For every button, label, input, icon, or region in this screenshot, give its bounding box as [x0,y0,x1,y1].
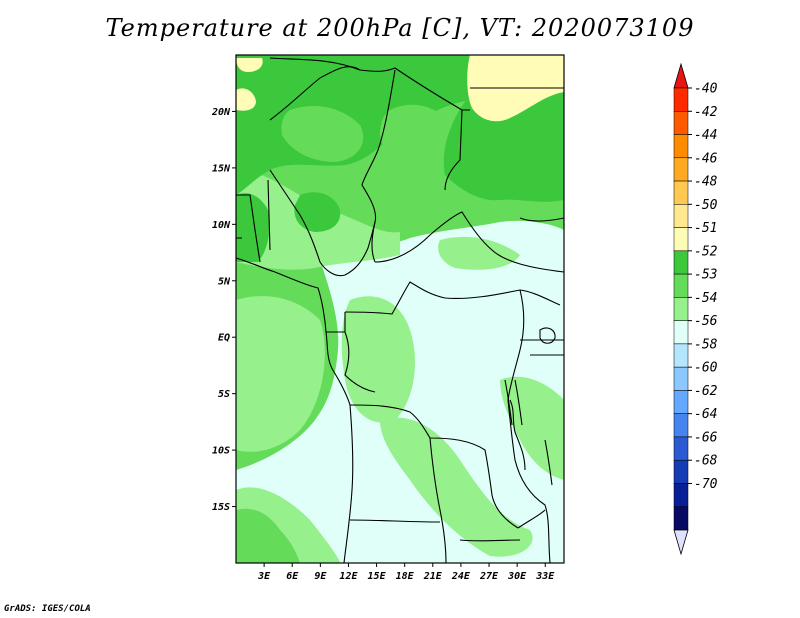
colorbar-label: -53 [694,268,717,283]
lat-tick-label: 15S [212,502,230,513]
colorbar: -40 -42 -44 -46 -48 -50 -51 -52 -53 -54 -56 -58 -60 -… [673,62,718,556]
colorbar-swatch [673,390,689,414]
colorbar-label: -58 [694,337,718,352]
border-lake-malawi [544,439,553,486]
lat-tick-label: 10N [212,220,231,231]
colorbar-bottom-arrow [673,529,689,556]
colorbar-swatch [673,506,689,531]
colorbar-swatch [673,483,689,507]
lon-tick-label: 21E [423,571,443,582]
field-dark-green-nw-blob [294,192,341,232]
map-frame [235,54,565,564]
border-north-west [269,66,361,121]
lon-tick-label: 3E [257,571,271,582]
colorbar-label: -46 [694,151,718,166]
colorbar-label: -62 [694,384,718,399]
colorbar-swatch [673,297,689,321]
field-mid-green-north-1 [281,105,364,162]
lon-tick-label: 9E [314,571,327,582]
lon-tick-label: 6E [286,571,299,582]
border-car-north [374,211,564,273]
colorbar-label: -50 [694,198,718,213]
field-light-green-band-3 [438,236,520,270]
colorbar-swatch [673,273,689,298]
longitude-axis: 3E 6E 9E 12E 15E 18E 21E 24E 27E 30E 33E [257,563,555,582]
lon-tick-label: 27E [479,571,499,582]
field-light-green-band-1 [236,296,325,452]
colorbar-swatch [673,436,689,461]
border-chad-sudan [361,69,396,263]
colorbar-swatch [673,204,689,228]
lon-tick-label: 33E [535,571,555,582]
colorbar-label: -48 [694,175,718,190]
border-west-lines [236,179,271,263]
field-mid-green-sw [236,508,300,563]
lat-tick-label: 5N [218,276,231,287]
colorbar-label: -54 [694,291,717,306]
border-lake-victoria [539,327,556,344]
colorbar-swatch [673,320,689,345]
colorbar-swatch [673,134,689,159]
border-great-lakes [509,399,526,471]
colorbar-label: -40 [694,82,718,97]
colorbar-swatch [673,87,689,112]
colorbar-swatch [673,250,689,275]
lat-tick-label: 20N [211,107,231,118]
colorbar-swatch [673,111,689,135]
lat-tick-label: EQ [218,333,230,344]
lon-tick-label: 24E [451,571,471,582]
coastline-west [236,257,354,563]
colorbar-swatch [673,227,689,252]
colorbar-swatch [673,157,689,182]
colorbar-swatch [673,413,689,438]
field-warm-nw-2 [236,58,263,72]
border-niger-chad [269,57,463,191]
border-angola-drc [349,404,519,529]
lat-tick-label: 5S [218,389,230,400]
lon-tick-label: 12E [339,571,358,582]
temperature-field [236,55,564,563]
latitude-axis: 20N 15N 10N 5N EQ 5S 10S 15S [211,107,236,513]
field-dark-green-ne [443,90,564,202]
border-angola-zambia [429,437,447,563]
field-dark-green-west [236,193,270,262]
field-light-green-band-4 [380,417,533,557]
lat-tick-label: 15N [212,163,231,174]
lon-tick-label: 18E [396,571,415,582]
border-gabon-congo [326,312,376,393]
colorbar-label: -44 [694,128,717,143]
colorbar-label: -68 [694,454,718,469]
colorbar-swatch [673,343,689,368]
lon-tick-label: 30E [507,571,527,582]
colorbar-label: -70 [694,477,718,492]
border-congo-drc [344,281,561,315]
lon-tick-label: 15E [368,571,387,582]
colorbar-label: -64 [694,407,717,422]
colorbar-label: -56 [694,314,718,329]
colorbar-swatch [673,459,689,484]
lat-tick-label: 10S [212,446,230,457]
colorbar-label: -66 [694,430,718,445]
border-south [349,509,546,542]
field-mid-green-north-2 [380,104,446,165]
field-warm-nw-1 [236,88,256,111]
colorbar-label: -60 [694,361,718,376]
colorbar-swatch [673,180,689,205]
colorbar-swatch [673,366,689,391]
border-horn [462,87,564,356]
border-lake-tanganyika [504,379,523,426]
colorbar-label: -52 [694,244,718,259]
border-nigeria-cameroon [269,169,376,277]
credit-text: GrADS: IGES/COLA [4,604,91,614]
chart-title: Temperature at 200hPa [C], VT: 202007310… [105,14,695,42]
colorbar-label: -51 [694,221,717,236]
border-east-africa [507,289,551,563]
colorbar-top-arrow [673,62,689,89]
colorbar-label: -42 [694,105,718,120]
field-light-green-band-2 [341,296,415,423]
borders [236,57,564,563]
